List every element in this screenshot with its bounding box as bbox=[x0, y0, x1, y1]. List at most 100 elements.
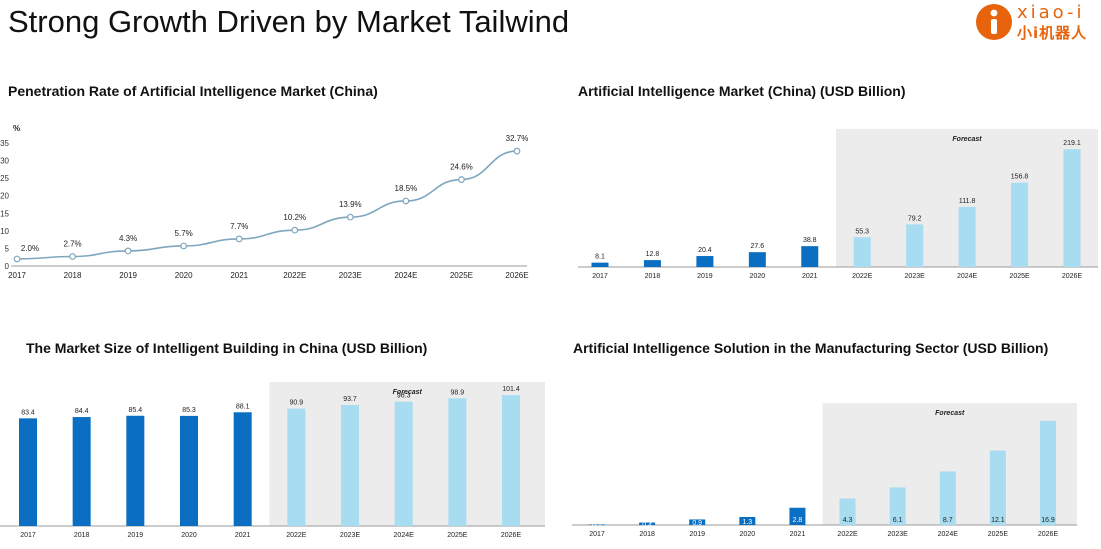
bar bbox=[748, 252, 766, 267]
bar bbox=[341, 405, 359, 526]
data-label: 6.1 bbox=[893, 517, 903, 524]
bar bbox=[72, 417, 91, 526]
bar bbox=[906, 224, 924, 267]
x-tick-label: 2019 bbox=[128, 532, 144, 539]
logo-mark-icon bbox=[976, 4, 1012, 40]
data-label: 2.7% bbox=[63, 240, 81, 249]
bar bbox=[1040, 420, 1056, 525]
y-tick-label: 10 bbox=[0, 227, 9, 236]
chart-title-penetration: Penetration Rate of Artificial Intellige… bbox=[8, 83, 378, 99]
x-tick-label: 2026E bbox=[1062, 273, 1083, 280]
x-tick-label: 2024E bbox=[394, 532, 415, 539]
bar bbox=[502, 395, 520, 526]
x-tick-label: 2017 bbox=[8, 271, 26, 280]
data-label: 4.3 bbox=[843, 517, 853, 524]
y-axis-unit: % bbox=[13, 124, 20, 133]
y-tick-label: 25 bbox=[0, 174, 9, 183]
company-logo: xiao-i 小i机器人 bbox=[975, 2, 1099, 42]
data-label: 219.1 bbox=[1063, 140, 1081, 147]
data-point bbox=[180, 242, 188, 250]
data-label: 0.4 bbox=[642, 522, 652, 529]
data-label: 24.6% bbox=[450, 163, 473, 172]
x-tick-label: 2022E bbox=[852, 273, 873, 280]
x-tick-label: 2020 bbox=[175, 271, 193, 280]
logo-wordmark: xiao-i bbox=[1017, 2, 1085, 23]
y-tick-label: 0 bbox=[5, 262, 10, 271]
data-label: 4.3% bbox=[119, 234, 137, 243]
x-tick-label: 2025E bbox=[450, 271, 473, 280]
x-tick-label: 2018 bbox=[64, 271, 82, 280]
data-label: 13.9% bbox=[339, 200, 362, 209]
data-label: 156.8 bbox=[1011, 174, 1029, 181]
data-label: 0.9 bbox=[692, 520, 702, 527]
data-point bbox=[458, 176, 465, 183]
data-label: 2.8 bbox=[793, 517, 803, 524]
x-tick-label: 2017 bbox=[20, 532, 36, 539]
x-tick-label: 2025E bbox=[988, 531, 1009, 538]
data-point bbox=[69, 253, 76, 260]
bar bbox=[19, 418, 37, 526]
x-tick-label: 2025E bbox=[1009, 273, 1030, 280]
data-label: 12.8 bbox=[646, 251, 660, 258]
x-tick-label: 2024E bbox=[938, 531, 959, 538]
bar bbox=[939, 471, 956, 525]
data-label: 98.9 bbox=[451, 389, 465, 396]
bar bbox=[591, 262, 609, 267]
bar bbox=[989, 450, 1006, 525]
x-tick-label: 2024E bbox=[394, 271, 417, 280]
x-tick-label: 2020 bbox=[740, 531, 756, 538]
data-label: 16.9 bbox=[1041, 517, 1055, 524]
x-tick-label: 2024E bbox=[957, 273, 978, 280]
y-tick-label: 30 bbox=[0, 157, 9, 166]
data-label: 79.2 bbox=[908, 215, 922, 222]
forecast-label: Forecast bbox=[393, 389, 423, 396]
data-label: 84.4 bbox=[75, 408, 89, 415]
chart-title-manufacturing: Artificial Intelligence Solution in the … bbox=[573, 340, 1049, 356]
data-label: 8.1 bbox=[595, 254, 605, 261]
data-label: 93.7 bbox=[343, 396, 357, 403]
data-label: 8.7 bbox=[943, 517, 953, 524]
data-point bbox=[402, 197, 410, 205]
bar bbox=[789, 507, 806, 525]
data-label: 101.4 bbox=[502, 386, 520, 393]
data-label: 90.9 bbox=[290, 400, 304, 407]
bar bbox=[853, 237, 871, 267]
x-tick-label: 2019 bbox=[697, 273, 713, 280]
bar bbox=[801, 246, 819, 267]
y-tick-label: 5 bbox=[5, 244, 10, 253]
bar bbox=[739, 516, 756, 525]
y-tick-label: 15 bbox=[0, 209, 9, 218]
data-label: 32.7% bbox=[506, 134, 529, 143]
x-tick-label: 2021 bbox=[230, 271, 248, 280]
y-tick-label: 20 bbox=[0, 192, 9, 201]
bar bbox=[180, 415, 198, 526]
data-label: 85.3 bbox=[182, 407, 196, 414]
x-tick-label: 2020 bbox=[750, 273, 766, 280]
data-label: 38.8 bbox=[803, 237, 817, 244]
bar bbox=[1011, 182, 1029, 267]
x-tick-label: 2020 bbox=[181, 532, 197, 539]
series-line bbox=[16, 150, 518, 260]
bar bbox=[696, 256, 714, 267]
x-tick-label: 2026E bbox=[501, 532, 522, 539]
logo-wordmark-cjk: 小i机器人 bbox=[1017, 24, 1088, 42]
x-tick-label: 2017 bbox=[589, 531, 605, 538]
bar bbox=[643, 260, 661, 267]
bar bbox=[1063, 149, 1081, 267]
data-label: 111.8 bbox=[959, 198, 976, 205]
x-tick-label: 2019 bbox=[689, 531, 705, 538]
x-tick-label: 2023E bbox=[888, 531, 909, 538]
data-point bbox=[346, 213, 354, 221]
page-title: Strong Growth Driven by Market Tailwind bbox=[8, 4, 570, 39]
x-tick-label: 2025E bbox=[447, 532, 468, 539]
data-point bbox=[235, 235, 243, 243]
x-tick-label: 2021 bbox=[790, 531, 806, 538]
x-tick-label: 2017 bbox=[592, 273, 608, 280]
y-tick-label: 35 bbox=[0, 139, 9, 148]
data-label: 83.4 bbox=[21, 409, 35, 416]
bar bbox=[589, 524, 605, 525]
bar bbox=[839, 498, 856, 525]
x-tick-label: 2021 bbox=[802, 273, 818, 280]
x-tick-label: 2018 bbox=[74, 532, 90, 539]
